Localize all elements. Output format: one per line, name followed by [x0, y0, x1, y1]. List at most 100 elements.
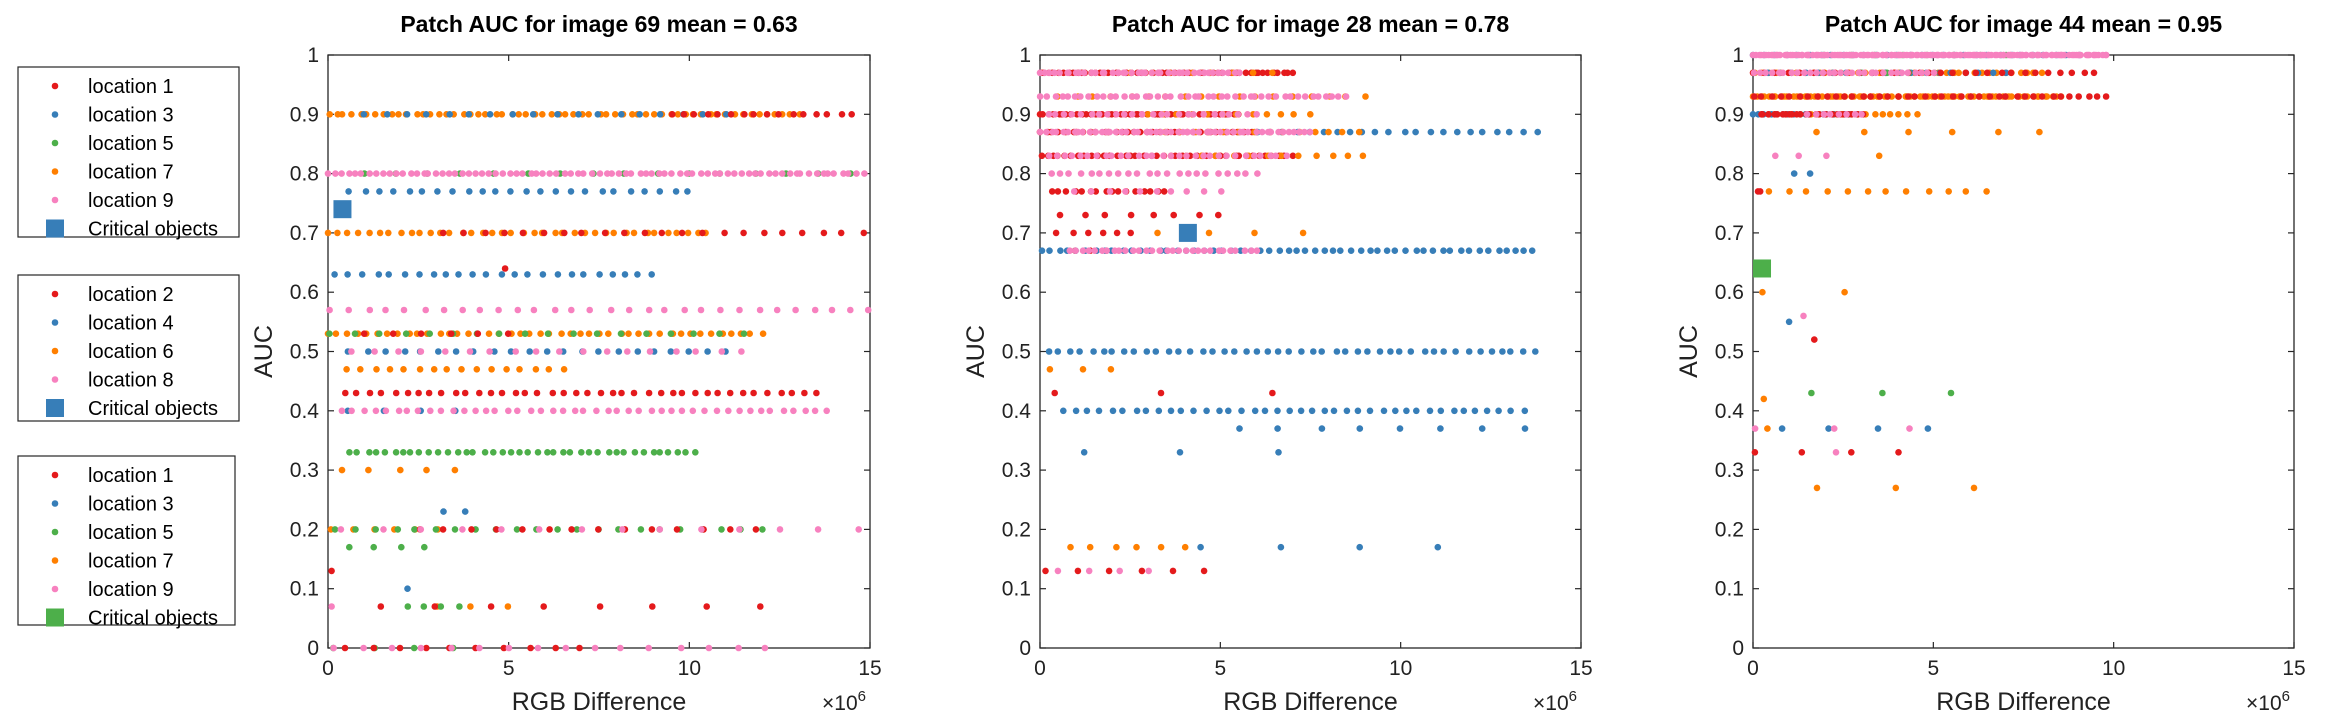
- data-point: [717, 306, 724, 314]
- data-point: [1167, 128, 1175, 136]
- data-point: [573, 526, 581, 533]
- data-point: [385, 271, 393, 278]
- data-point: [636, 111, 643, 118]
- y-axis-label: AUC: [962, 325, 990, 378]
- data-point: [1164, 247, 1171, 254]
- data-point: [621, 229, 628, 237]
- data-point: [618, 389, 625, 397]
- data-point: [1219, 69, 1227, 77]
- y-tick-label: 0.4: [290, 400, 320, 423]
- data-point: [861, 170, 868, 177]
- data-point: [488, 366, 495, 373]
- data-point: [474, 330, 482, 338]
- data-point: [370, 543, 378, 551]
- data-point: [338, 170, 345, 177]
- data-point: [1169, 247, 1176, 254]
- data-point: [469, 271, 476, 278]
- data-point: [1048, 170, 1055, 177]
- data-point: [1420, 247, 1427, 254]
- data-point: [1261, 407, 1269, 415]
- data-point: [1156, 69, 1164, 77]
- data-point: [714, 111, 721, 118]
- data-point: [482, 229, 489, 237]
- series-location-9: [324, 170, 872, 652]
- data-point: [1777, 93, 1785, 100]
- data-point: [348, 348, 355, 355]
- data-point: [1066, 247, 1074, 254]
- data-point: [1224, 128, 1231, 136]
- data-point: [1196, 69, 1203, 77]
- data-point: [736, 526, 743, 533]
- data-point: [1051, 389, 1058, 397]
- data-point: [1090, 348, 1097, 355]
- data-point: [1413, 407, 1420, 415]
- data-point: [326, 306, 333, 314]
- data-point: [370, 644, 378, 652]
- data-point: [725, 407, 732, 415]
- data-point: [656, 526, 664, 533]
- data-point: [366, 306, 374, 314]
- data-point: [328, 603, 335, 610]
- legend-label: Critical objects: [88, 398, 218, 420]
- data-point: [780, 407, 788, 415]
- data-point: [447, 330, 455, 338]
- data-point: [416, 229, 423, 237]
- legend-square-marker: [46, 399, 64, 417]
- data-point: [554, 111, 561, 118]
- data-point: [1253, 247, 1261, 254]
- data-point: [1127, 229, 1134, 237]
- data-point: [776, 526, 784, 533]
- y-axis-label: AUC: [1675, 325, 1703, 378]
- data-point: [2022, 69, 2029, 77]
- data-point: [627, 170, 635, 177]
- data-point: [532, 170, 540, 177]
- data-point: [673, 348, 680, 355]
- data-point: [362, 188, 370, 195]
- data-point: [1154, 229, 1161, 237]
- data-point: [1107, 366, 1115, 373]
- data-point: [461, 389, 469, 397]
- legend-label: location 7: [88, 551, 174, 573]
- data-point: [1922, 93, 1929, 100]
- data-point: [2090, 69, 2098, 77]
- data-point: [434, 449, 442, 456]
- data-point: [645, 644, 652, 652]
- y-tick-label: 0.3: [1002, 459, 1031, 482]
- data-point: [389, 330, 397, 338]
- data-point: [2035, 51, 2043, 59]
- data-point: [1403, 407, 1410, 415]
- data-point: [1155, 407, 1163, 415]
- data-point: [366, 229, 373, 237]
- data-point: [1182, 247, 1190, 254]
- data-point: [402, 330, 410, 338]
- data-point: [1158, 111, 1165, 118]
- data-point: [1898, 69, 1906, 77]
- data-point: [465, 170, 473, 177]
- data-point: [521, 330, 529, 338]
- data-point: [1221, 348, 1228, 355]
- data-point: [619, 526, 626, 533]
- series-location-1: [328, 111, 868, 652]
- chart-panel-1: 0 5 10 15 0 0.1 0.2 0.3 0.4 0.5 0.6 0.7 0.8 0.9 1 Patch…: [250, 11, 882, 716]
- data-point: [366, 170, 374, 177]
- data-point: [1250, 93, 1258, 100]
- data-point: [1215, 170, 1222, 177]
- data-point: [1108, 152, 1115, 160]
- data-point: [1496, 247, 1503, 254]
- data-point: [2032, 69, 2039, 77]
- y-tick-label: 0.4: [1715, 400, 1745, 423]
- data-point: [1143, 247, 1150, 254]
- data-point: [596, 603, 604, 610]
- data-point: [1362, 93, 1369, 100]
- data-point: [1200, 111, 1207, 118]
- data-point: [566, 449, 574, 456]
- data-point: [507, 188, 514, 195]
- data-point: [1186, 348, 1194, 355]
- data-point: [408, 170, 415, 177]
- data-point: [535, 526, 543, 533]
- data-point: [331, 271, 338, 278]
- data-point: [1099, 229, 1107, 237]
- data-point: [435, 348, 442, 355]
- data-point: [417, 348, 425, 355]
- data-point: [1125, 170, 1132, 177]
